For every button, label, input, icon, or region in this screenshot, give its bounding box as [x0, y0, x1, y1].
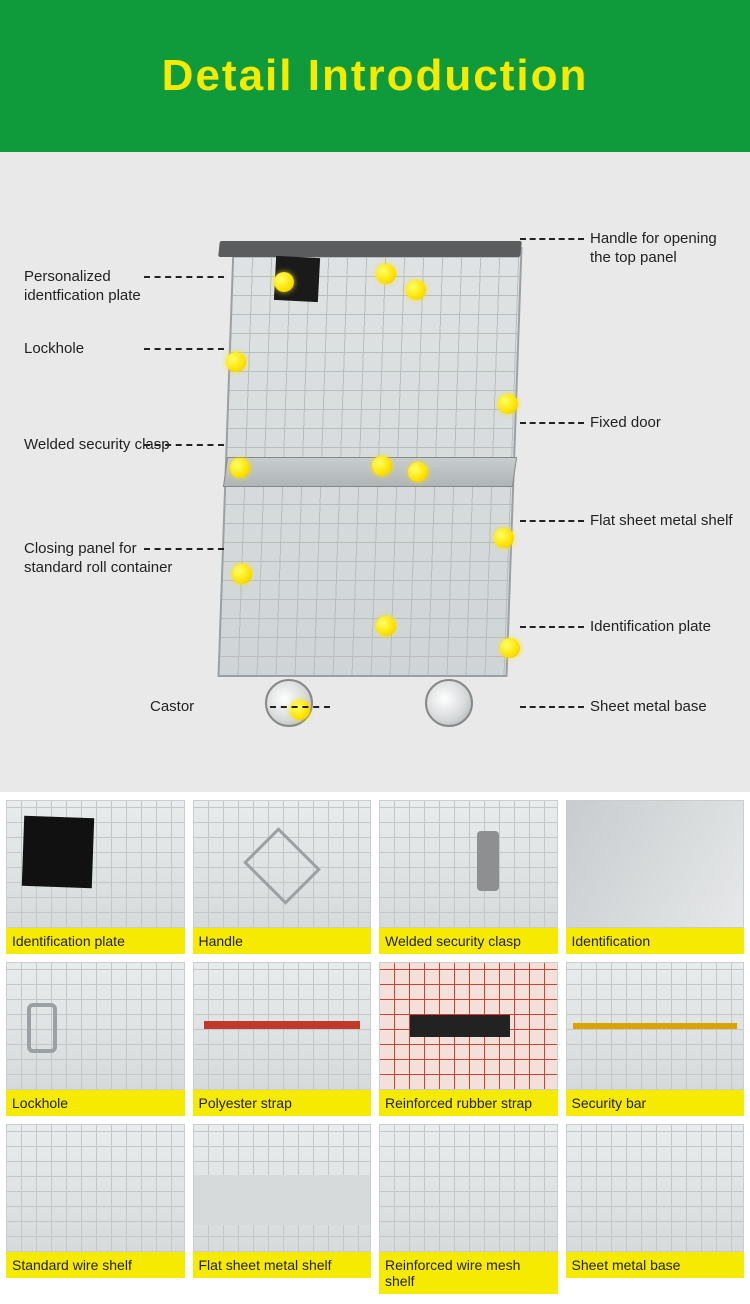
detail-tile: Welded security clasp: [379, 800, 558, 954]
detail-thumbnail: [566, 800, 745, 928]
leader-line: [520, 422, 584, 424]
callout-label: Flat sheet metal shelf: [590, 512, 740, 531]
castor-wheel: [425, 679, 473, 727]
leader-line: [144, 348, 224, 350]
detail-thumbnail: [193, 800, 372, 928]
leader-line: [520, 238, 584, 240]
callout-dot: [232, 564, 252, 584]
callout-label: Identification plate: [590, 618, 740, 637]
leader-line: [520, 520, 584, 522]
callout-dot: [406, 280, 426, 300]
leader-line: [270, 706, 330, 708]
detail-caption: Identification: [566, 928, 745, 954]
leader-line: [520, 706, 584, 708]
leader-line: [144, 444, 224, 446]
detail-tile: Reinforced wire mesh shelf: [379, 1124, 558, 1294]
detail-thumbnail: [566, 962, 745, 1090]
detail-thumbnail: [379, 1124, 558, 1252]
detail-thumbnail: [6, 962, 185, 1090]
detail-caption: Reinforced rubber strap: [379, 1090, 558, 1116]
detail-thumbnail: [379, 800, 558, 928]
annotated-diagram: Personalized identfication plateLockhole…: [0, 152, 750, 792]
roll-container-illustration: [225, 247, 515, 727]
callout-dot: [226, 352, 246, 372]
leader-line: [144, 548, 224, 550]
callout-dot: [494, 528, 514, 548]
detail-tile: Sheet metal base: [566, 1124, 745, 1294]
detail-caption: Flat sheet metal shelf: [193, 1252, 372, 1278]
callout-label: Fixed door: [590, 414, 740, 433]
callout-dot: [376, 616, 396, 636]
leader-line: [520, 626, 584, 628]
detail-tile: Flat sheet metal shelf: [193, 1124, 372, 1294]
callout-label: Personalized identfication plate: [24, 268, 194, 306]
detail-tile: Reinforced rubber strap: [379, 962, 558, 1116]
detail-tile: Polyester strap: [193, 962, 372, 1116]
detail-thumbnail: [193, 1124, 372, 1252]
detail-thumbnail: [193, 962, 372, 1090]
detail-thumbnail: [566, 1124, 745, 1252]
callout-label: Handle for opening the top panel: [590, 230, 740, 268]
detail-caption: Identification plate: [6, 928, 185, 954]
detail-tile: Standard wire shelf: [6, 1124, 185, 1294]
detail-caption: Welded security clasp: [379, 928, 558, 954]
detail-caption: Reinforced wire mesh shelf: [379, 1252, 558, 1294]
cart-top-rail: [218, 241, 522, 257]
detail-tile: Identification plate: [6, 800, 185, 954]
header-banner: Detail Introduction: [0, 0, 750, 152]
callout-label: Closing panel for standard roll containe…: [24, 540, 194, 578]
detail-thumbnail-grid: Identification plate Handle Welded securit…: [0, 792, 750, 1304]
detail-thumbnail: [379, 962, 558, 1090]
detail-tile: Identification: [566, 800, 745, 954]
detail-caption: Handle: [193, 928, 372, 954]
callout-dot: [230, 458, 250, 478]
leader-line: [144, 276, 224, 278]
page-title: Detail Introduction: [162, 51, 589, 101]
callout-dot: [408, 462, 428, 482]
detail-caption: Standard wire shelf: [6, 1252, 185, 1278]
callout-dot: [500, 638, 520, 658]
detail-thumbnail: [6, 800, 185, 928]
detail-tile: Security bar: [566, 962, 745, 1116]
detail-caption: Security bar: [566, 1090, 745, 1116]
callout-dot: [372, 456, 392, 476]
callout-dot: [376, 264, 396, 284]
cart-middle-shelf: [223, 457, 517, 487]
detail-tile: Lockhole: [6, 962, 185, 1116]
detail-tile: Handle: [193, 800, 372, 954]
callout-label: Sheet metal base: [590, 698, 740, 717]
detail-thumbnail: [6, 1124, 185, 1252]
detail-caption: Lockhole: [6, 1090, 185, 1116]
callout-dot: [274, 272, 294, 292]
detail-caption: Polyester strap: [193, 1090, 372, 1116]
detail-caption: Sheet metal base: [566, 1252, 745, 1278]
callout-dot: [498, 394, 518, 414]
